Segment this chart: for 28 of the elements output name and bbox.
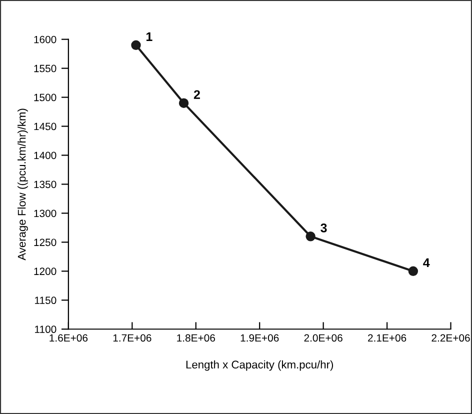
y-tick-label: 1250 bbox=[34, 238, 56, 246]
y-tick-label: 1300 bbox=[34, 210, 56, 218]
y-tick-label: 1150 bbox=[35, 296, 56, 304]
y-tick-label: 1200 bbox=[34, 268, 56, 276]
y-axis-title: Average Flow ((pcu.km/hr)/km) bbox=[18, 108, 28, 260]
y-tick-label: 1550 bbox=[34, 64, 56, 72]
y-tick-label: 1600 bbox=[34, 36, 56, 44]
y-tick-label: 1500 bbox=[34, 94, 56, 102]
x-tick-label: 1.6E+06 bbox=[50, 334, 88, 342]
y-tick-label: 1400 bbox=[34, 152, 56, 160]
annotation: 1 bbox=[146, 32, 152, 41]
annotation: 3 bbox=[320, 224, 327, 232]
x-tick-label: 1.8E+06 bbox=[177, 334, 215, 342]
x-tick-label: 1.7E+06 bbox=[113, 334, 152, 342]
x-tick-label: 2.0E+06 bbox=[304, 334, 342, 342]
point bbox=[178, 98, 189, 108]
y-tick-label: 1450 bbox=[34, 122, 56, 130]
point bbox=[131, 40, 141, 50]
point bbox=[408, 266, 418, 276]
x-tick-label: 2.1E+06 bbox=[368, 334, 406, 342]
annotation: 2 bbox=[194, 90, 200, 99]
annotation: 4 bbox=[423, 258, 430, 268]
point bbox=[306, 232, 316, 242]
y-tick-label: 1100 bbox=[35, 326, 56, 334]
x-axis-title: Length x Capacity (km.pcu/hr) bbox=[186, 360, 334, 371]
x-tick-label: 1.9E+06 bbox=[240, 334, 279, 342]
y-tick-label: 1350 bbox=[34, 180, 56, 188]
x-tick-label: 2.2E+06 bbox=[432, 334, 470, 342]
